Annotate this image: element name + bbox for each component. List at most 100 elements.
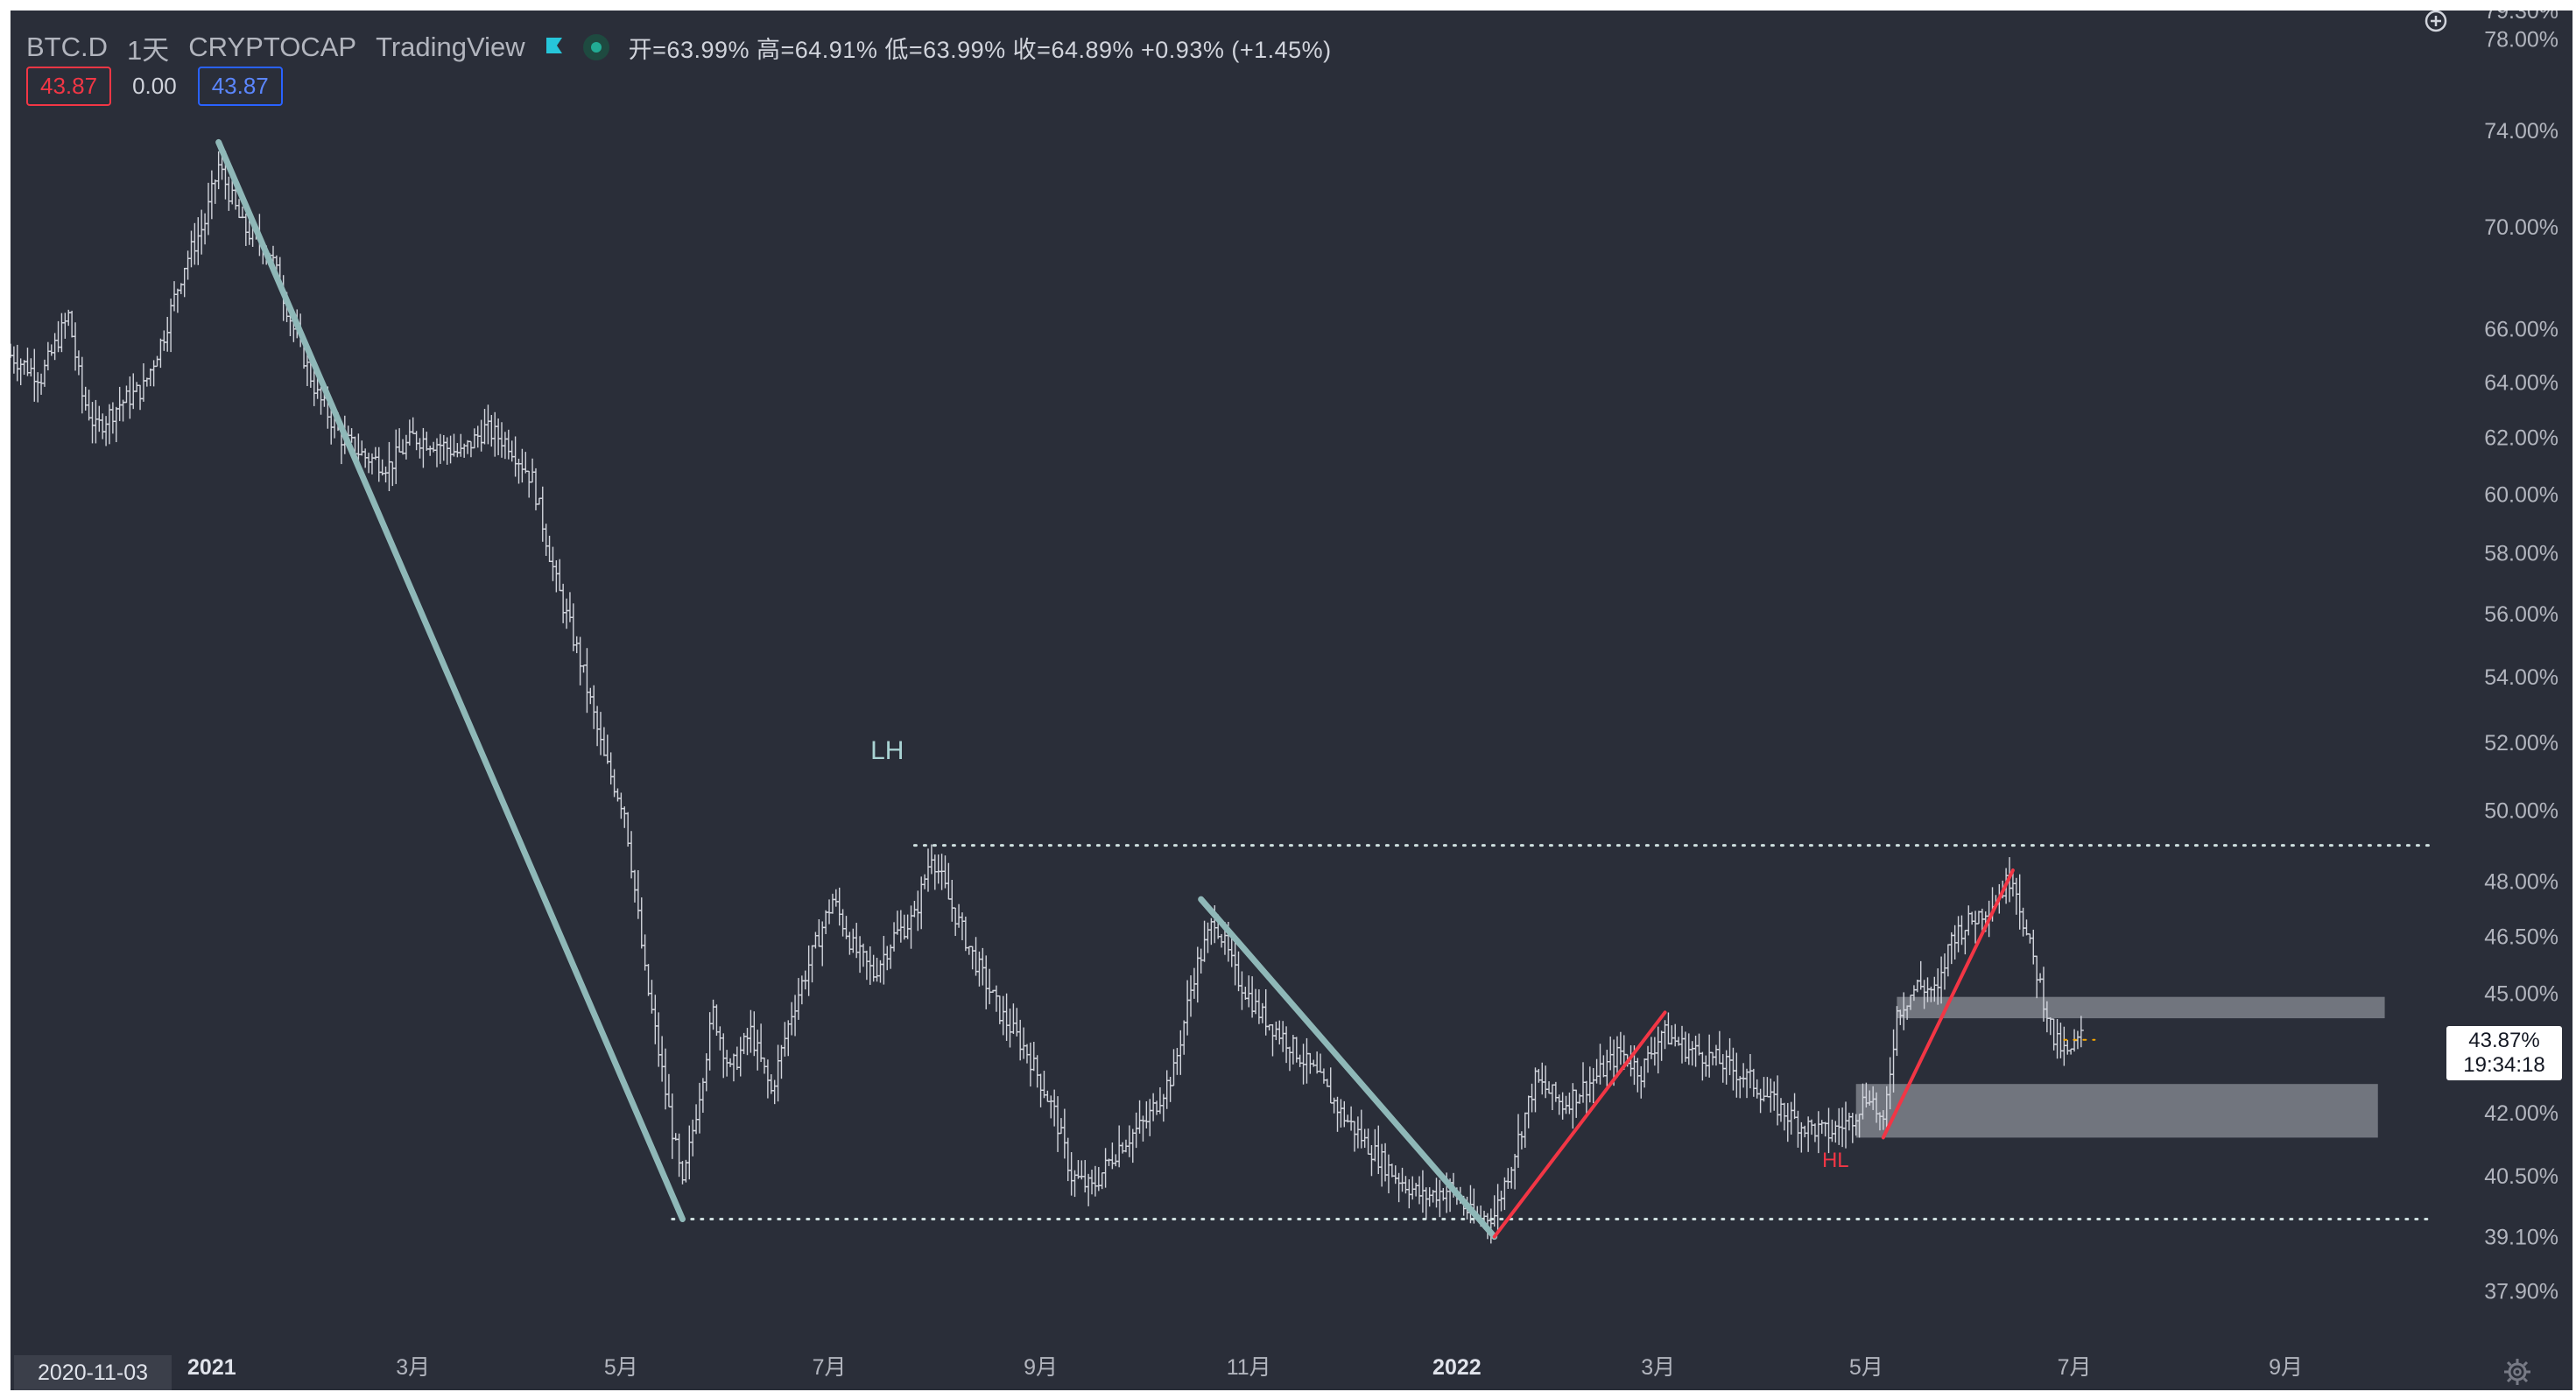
ohlc-bar: [123, 385, 130, 404]
ohlc-bar: [39, 373, 45, 395]
ohlc-bar: [922, 874, 928, 889]
chart-window[interactable]: LH HL 79.30% 78.00% 74.00% 70.00% 66.00% 64.00…: [11, 11, 2572, 1390]
ohlc-bar: [1826, 1107, 1832, 1154]
ohlc-bar: [901, 914, 907, 940]
ohlc-bar: [1966, 905, 1972, 936]
x-tick-label: 2022: [1432, 1355, 1482, 1380]
ohlc-bar: [611, 769, 617, 798]
ohlc-bar: [2054, 1019, 2060, 1059]
y-tick-label: 50.00%: [2484, 799, 2558, 824]
ohlc-bar: [1672, 1023, 1679, 1047]
ohlc-bar: [1095, 1167, 1101, 1192]
ohlc-bar: [615, 788, 621, 802]
ohlc-bar: [478, 419, 484, 452]
ohlc-bar: [1351, 1121, 1357, 1152]
ohlc-bar: [1099, 1172, 1105, 1190]
ohlc-bar: [1529, 1083, 1535, 1113]
ohlc-bar: [89, 402, 95, 444]
gear-icon[interactable]: [2502, 1357, 2532, 1387]
ohlc-bar: [134, 382, 140, 392]
y-tick-label: 78.00%: [2484, 28, 2558, 53]
ohlc-bar: [1010, 1003, 1017, 1035]
ohlc-bar: [863, 950, 869, 981]
ohlc-bar: [1812, 1123, 1818, 1142]
ohlc-bar: [550, 546, 556, 581]
ohlc-bar: [761, 1057, 767, 1074]
ohlc-bar: [870, 954, 876, 982]
ohlc-bar: [1730, 1047, 1736, 1091]
ohlc-bar: [1809, 1119, 1815, 1135]
ohlc-bar: [564, 598, 570, 629]
ohlc-bar: [1573, 1089, 1580, 1118]
ohlc-bar: [1945, 944, 1951, 977]
ohlc-bar: [168, 299, 174, 353]
zoom-icon[interactable]: [2420, 11, 2452, 37]
ohlc-bar: [1648, 1037, 1654, 1059]
ohlc-bar: [2061, 1026, 2067, 1066]
ohlc-bar: [1413, 1183, 1419, 1197]
ohlc-bar: [1744, 1068, 1750, 1099]
ohlc-bar: [1587, 1066, 1593, 1103]
ohlc-bar: [437, 433, 443, 464]
ohlc-bar: [696, 1082, 702, 1134]
ohlc-bar: [1583, 1080, 1589, 1115]
ohlc-bar: [652, 995, 658, 1044]
ohlc-bar: [1802, 1125, 1808, 1138]
ohlc-bar: [52, 333, 58, 361]
ohlc-bar: [1259, 1002, 1265, 1023]
ohlc-bar: [1034, 1055, 1040, 1088]
ohlc-bar: [1171, 1049, 1177, 1086]
teal-trend-line-0: [215, 138, 686, 1222]
ohlc-bar: [676, 1133, 682, 1178]
ohlc-bar: [1113, 1154, 1119, 1167]
ohlc-bar: [2031, 929, 2037, 965]
y-tick-label: 74.00%: [2484, 119, 2558, 144]
ohlc-bar: [928, 844, 934, 875]
ohlc-bar: [376, 446, 382, 482]
ohlc-bar: [1372, 1128, 1378, 1162]
ohlc-bar: [1187, 975, 1193, 1017]
ohlc-bar: [2051, 1018, 2057, 1051]
ohlc-bar: [1713, 1044, 1719, 1066]
symbol-name[interactable]: BTC.D: [26, 32, 108, 62]
ohlc-bar: [993, 985, 999, 1012]
ohlc-bar: [1512, 1154, 1518, 1190]
ohlc-bar: [560, 583, 567, 623]
ohlc-bar: [2068, 1048, 2074, 1055]
ohlc-bar: [969, 946, 975, 970]
ohlc-bar: [1815, 1111, 1821, 1154]
ohlc-bar: [557, 559, 563, 592]
ohlc-bar: [1788, 1101, 1794, 1135]
ohlc-bar: [1052, 1089, 1058, 1127]
ohlc-bar: [1604, 1050, 1610, 1089]
ohlc-bar: [785, 1020, 792, 1057]
ohlc-bar: [1502, 1177, 1508, 1211]
flag-icon[interactable]: [545, 36, 564, 59]
ohlc-bar: [1775, 1075, 1781, 1126]
ohlc-bar: [1116, 1125, 1123, 1168]
ohlc-bar: [1320, 1068, 1327, 1084]
ohlc-bar: [1764, 1077, 1770, 1098]
ohlc-bar: [403, 434, 409, 460]
ohlc-bar: [468, 440, 474, 458]
ohlc-bar: [748, 1009, 754, 1053]
bar-countdown: 19:34:18: [2463, 1053, 2545, 1077]
ohlc-bar: [622, 806, 628, 828]
ohlc-bar: [1365, 1128, 1371, 1155]
ohlc-bar: [1651, 1037, 1658, 1066]
y-tick-label: 64.00%: [2484, 371, 2558, 396]
ohlc-bar: [1232, 940, 1238, 986]
ohlc-bar: [526, 470, 532, 498]
blue-value-box: 43.87: [197, 67, 283, 106]
price-chart[interactable]: LH HL 79.30% 78.00% 74.00% 70.00% 66.00% 64.00…: [11, 11, 2572, 1390]
ohlc-bar: [1590, 1067, 1596, 1104]
ohlc-bar: [59, 313, 65, 353]
ohlc-bar: [154, 355, 160, 368]
timeframe-label[interactable]: 1天: [127, 34, 170, 66]
ohlc-bar: [386, 441, 392, 492]
ohlc-bar: [1174, 1047, 1180, 1075]
ohlc-bar: [758, 1023, 764, 1063]
ohlc-bar: [116, 386, 123, 421]
ohlc-bar: [32, 348, 38, 402]
ohlc-bar: [710, 999, 716, 1030]
